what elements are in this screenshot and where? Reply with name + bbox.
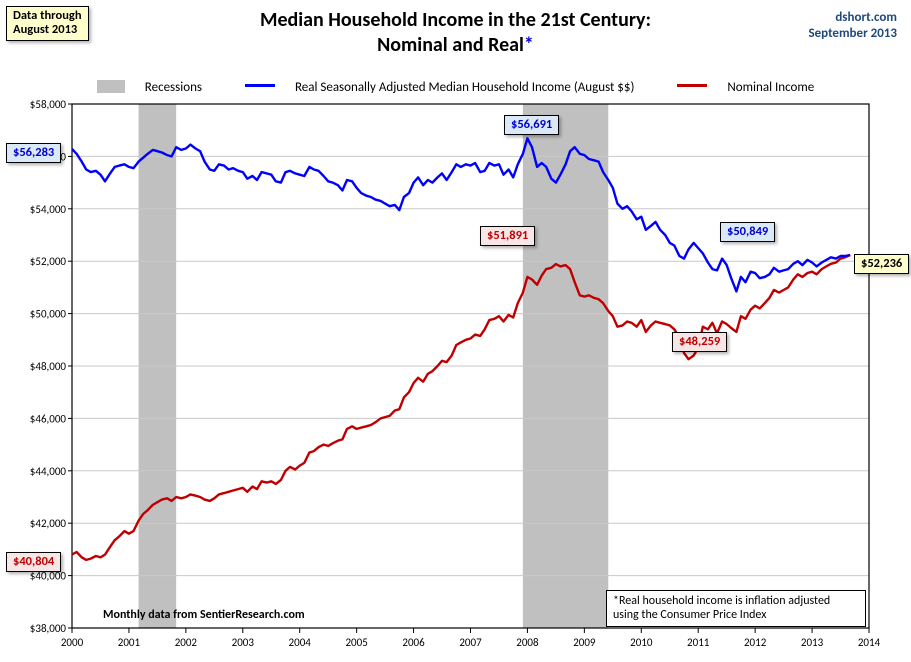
plot-area: $38,000$40,000$42,000$44,000$46,000$48,0… — [0, 0, 911, 662]
callout-real-start: $56,283 — [6, 143, 61, 163]
y-tick-label: $48,000 — [30, 360, 67, 373]
nominal-line — [72, 255, 850, 560]
y-tick-label: $44,000 — [30, 465, 67, 478]
y-tick-label: $52,000 — [30, 255, 67, 268]
footnote-line1: *Real household income is inflation adju… — [613, 594, 830, 608]
x-tick-label: 2003 — [232, 636, 255, 649]
x-tick-label: 2009 — [573, 636, 596, 649]
y-tick-label: $58,000 — [30, 98, 67, 111]
callout-real-peak: $56,691 — [504, 115, 559, 135]
x-tick-label: 2010 — [630, 636, 653, 649]
monthly-data-note: Monthly data from SentierResearch.com — [103, 608, 305, 622]
x-tick-label: 2005 — [345, 636, 367, 649]
x-tick-label: 2008 — [516, 636, 539, 649]
y-tick-label: $46,000 — [30, 412, 67, 425]
callout-nominal-trough: $48,259 — [672, 332, 727, 352]
y-tick-label: $50,000 — [30, 308, 67, 321]
y-tick-label: $38,000 — [30, 622, 67, 635]
x-tick-label: 2006 — [402, 636, 425, 649]
callout-real-trough: $50,849 — [720, 222, 775, 242]
x-tick-label: 2002 — [175, 636, 198, 649]
y-tick-label: $54,000 — [30, 203, 67, 216]
callout-nominal-start: $40,804 — [6, 552, 61, 572]
callout-end-val: $52,236 — [854, 254, 909, 274]
x-tick-label: 2007 — [459, 636, 482, 649]
callout-nominal-peak: $51,891 — [480, 226, 535, 246]
chart-container: Data through August 2013 dshort.com Sept… — [0, 0, 911, 662]
x-tick-label: 2000 — [61, 636, 84, 649]
x-tick-label: 2004 — [289, 636, 312, 649]
x-tick-label: 2012 — [744, 636, 767, 649]
y-tick-label: $42,000 — [30, 517, 67, 530]
footnote-box: *Real household income is inflation adju… — [606, 590, 866, 627]
x-tick-label: 2013 — [801, 636, 824, 649]
x-tick-label: 2014 — [858, 636, 881, 649]
footnote-line2: using the Consumer Price Index — [613, 608, 766, 622]
x-tick-label: 2001 — [118, 636, 141, 649]
real-line — [72, 138, 850, 291]
x-tick-label: 2011 — [687, 636, 710, 649]
